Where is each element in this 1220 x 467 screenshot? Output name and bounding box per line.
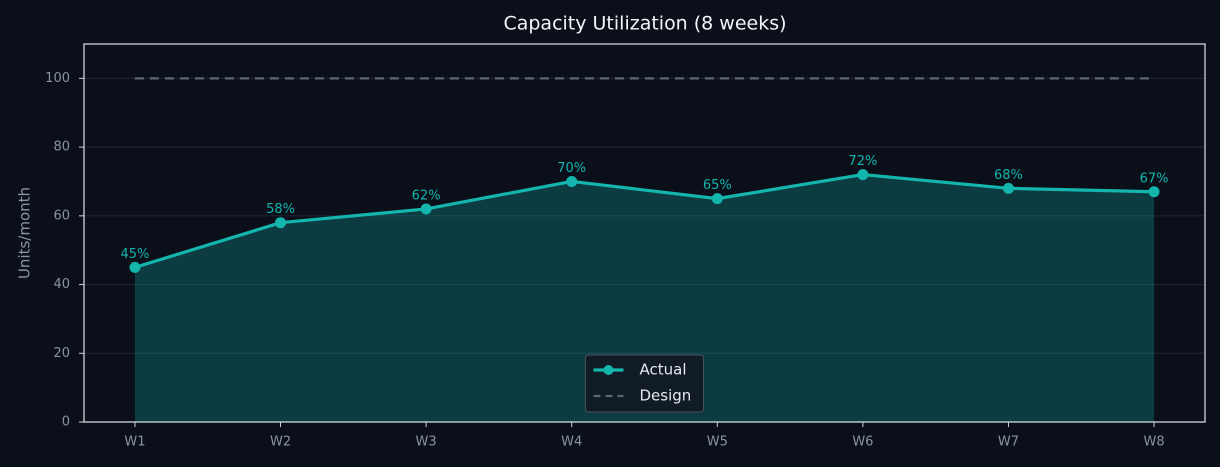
- marker: [1148, 186, 1160, 198]
- plot-frame: [83, 43, 1206, 423]
- y-tick-label: 0: [62, 415, 70, 430]
- x-tick-label: W6: [852, 435, 873, 450]
- marker: [275, 217, 287, 229]
- marker: [129, 261, 141, 273]
- y-tick-label: 20: [53, 346, 70, 361]
- value-label: 62%: [412, 188, 441, 203]
- legend-marker: [603, 365, 614, 375]
- chart-title: Capacity Utilization (8 weeks): [503, 13, 786, 35]
- x-tick-label: W1: [124, 435, 145, 450]
- value-label: 70%: [557, 161, 586, 176]
- x-tick-label: W4: [561, 435, 582, 450]
- x-tick-label: W2: [270, 435, 291, 450]
- value-label: 68%: [994, 168, 1023, 183]
- value-label: 67%: [1140, 171, 1169, 186]
- legend-label: Actual: [640, 361, 687, 379]
- marker: [711, 193, 723, 205]
- y-tick-label: 40: [53, 277, 70, 292]
- marker: [857, 169, 869, 181]
- x-tick-label: W5: [707, 435, 728, 450]
- value-label: 65%: [703, 178, 732, 193]
- value-label: 45%: [121, 247, 150, 262]
- area-fill: [134, 174, 1155, 422]
- value-label: 58%: [266, 202, 295, 217]
- legend-label: Design: [640, 387, 692, 405]
- y-tick-label: 80: [53, 140, 70, 155]
- marker: [420, 203, 432, 215]
- marker: [566, 175, 578, 187]
- x-tick-label: W8: [1143, 435, 1164, 450]
- value-label: 72%: [848, 154, 877, 169]
- y-tick-label: 60: [53, 208, 70, 223]
- marker: [1002, 182, 1014, 194]
- y-axis-label: Units/month: [16, 187, 34, 279]
- y-tick-label: 100: [45, 71, 70, 86]
- x-tick-label: W3: [416, 435, 437, 450]
- x-tick-label: W7: [998, 435, 1019, 450]
- series-line: [134, 172, 1155, 269]
